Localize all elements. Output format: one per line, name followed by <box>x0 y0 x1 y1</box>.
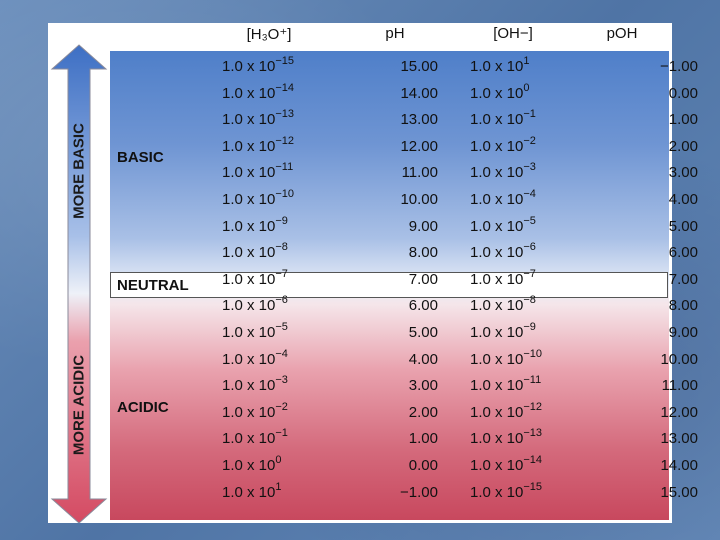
table-row: 1.0 x 10−1 1.00 1.0 x 10−13 13.00 <box>110 426 698 453</box>
poh-value: 9.00 <box>668 324 698 341</box>
neutral-label: NEUTRAL <box>117 277 189 294</box>
ph-value: 4.00 <box>408 350 438 368</box>
oh-value: 1.0 x 10−9 <box>470 321 536 342</box>
oh-value: 1.0 x 100 <box>470 81 530 102</box>
more-basic-label: MORE BASIC <box>70 123 88 219</box>
ph-value: 0.00 <box>408 457 438 474</box>
poh-value: 7.00 <box>668 270 698 288</box>
acidity-arrow: MORE BASIC MORE ACIDIC <box>48 23 110 524</box>
table-row: 1.0 x 101 −1.00 1.0 x 10−15 15.00 <box>110 480 698 507</box>
oh-value: 1.0 x 10−7 <box>470 267 536 288</box>
oh-value: 1.0 x 10−6 <box>470 241 536 262</box>
poh-value: 13.00 <box>660 430 698 448</box>
table-row: 1.0 x 10−5 5.00 1.0 x 10−9 9.00 <box>110 320 698 347</box>
neutral-row-highlight <box>110 272 668 298</box>
h3o-value: 1.0 x 10−6 <box>222 294 288 315</box>
more-acidic-label: MORE ACIDIC <box>70 354 88 456</box>
table-row: 1.0 x 10−15 15.00 1.0 x 101 −1.00 <box>110 54 698 81</box>
header-oh: [OH−] <box>493 25 533 42</box>
oh-value: 1.0 x 10−1 <box>470 108 536 129</box>
table-row: 1.0 x 10−10 10.00 1.0 x 10−4 4.00 <box>110 187 698 214</box>
poh-value: 6.00 <box>668 244 698 262</box>
ph-value: 2.00 <box>408 403 438 421</box>
table-row: 1.0 x 10−4 4.00 1.0 x 10−10 10.00 <box>110 347 698 374</box>
ph-value: 9.00 <box>408 217 438 235</box>
ph-value: 8.00 <box>408 244 438 262</box>
ph-value: 14.00 <box>400 84 438 102</box>
table-row: 1.0 x 10−9 9.00 1.0 x 10−5 5.00 <box>110 214 698 241</box>
table-row: 1.0 x 10−12 12.00 1.0 x 10−2 2.00 <box>110 134 698 161</box>
oh-value: 1.0 x 10−10 <box>470 347 543 368</box>
h3o-value: 1.0 x 10−7 <box>222 267 288 288</box>
oh-value: 1.0 x 10−12 <box>470 400 543 421</box>
ph-table-figure: [H₃O⁺] pH [OH−] pOH MORE BASIC MORE ACID… <box>48 23 698 524</box>
oh-value: 1.0 x 10−5 <box>470 214 536 235</box>
h3o-value: 1.0 x 10−10 <box>222 188 295 209</box>
oh-value: 1.0 x 10−4 <box>470 188 536 209</box>
ph-value: −1.00 <box>400 483 438 501</box>
h3o-value: 1.0 x 10−3 <box>222 374 288 395</box>
acidic-label: ACIDIC <box>117 399 169 416</box>
ph-value: 5.00 <box>408 324 438 341</box>
oh-value: 1.0 x 10−15 <box>470 480 543 501</box>
h3o-value: 1.0 x 100 <box>222 454 282 475</box>
ph-value: 10.00 <box>400 191 438 208</box>
poh-value: 10.00 <box>660 350 698 368</box>
table-row: 1.0 x 10−14 14.00 1.0 x 100 0.00 <box>110 81 698 108</box>
h3o-value: 1.0 x 10−15 <box>222 55 295 76</box>
table-row: 1.0 x 10−13 13.00 1.0 x 10−1 1.00 <box>110 107 698 134</box>
ph-value: 1.00 <box>408 430 438 448</box>
table-row: 1.0 x 10−2 2.00 1.0 x 10−12 12.00 <box>110 400 698 427</box>
table-row: 1.0 x 10−7 7.00 1.0 x 10−7 7.00 <box>110 267 698 294</box>
table-row: 1.0 x 10−3 3.00 1.0 x 10−11 11.00 <box>110 373 698 400</box>
ph-value: 11.00 <box>401 164 438 182</box>
oh-value: 1.0 x 10−11 <box>470 374 542 395</box>
h3o-value: 1.0 x 10−12 <box>222 134 295 155</box>
ph-value: 3.00 <box>408 377 438 395</box>
poh-value: 15.00 <box>660 483 698 501</box>
poh-value: 4.00 <box>668 191 698 208</box>
h3o-value: 1.0 x 10−2 <box>222 400 288 421</box>
poh-value: 3.00 <box>668 164 698 182</box>
h3o-value: 1.0 x 10−5 <box>222 321 288 342</box>
poh-value: 12.00 <box>660 403 698 421</box>
ph-value: 6.00 <box>408 297 438 315</box>
oh-value: 1.0 x 10−3 <box>470 161 536 182</box>
h3o-value: 1.0 x 10−8 <box>222 241 288 262</box>
poh-value: 1.00 <box>668 111 698 129</box>
poh-value: −1.00 <box>660 58 698 75</box>
h3o-value: 1.0 x 10−13 <box>222 108 295 129</box>
ph-value: 13.00 <box>400 111 438 129</box>
h3o-value: 1.0 x 10−1 <box>222 427 288 448</box>
oh-value: 1.0 x 10−2 <box>470 134 536 155</box>
oh-value: 1.0 x 10−13 <box>470 427 543 448</box>
h3o-value: 1.0 x 10−14 <box>222 81 295 102</box>
table-row: 1.0 x 10−8 8.00 1.0 x 10−6 6.00 <box>110 240 698 267</box>
ph-value: 15.00 <box>400 58 438 75</box>
basic-label: BASIC <box>117 149 164 166</box>
oh-value: 1.0 x 101 <box>470 55 530 76</box>
oh-value: 1.0 x 10−14 <box>470 454 543 475</box>
header-ph: pH <box>385 25 405 42</box>
ph-value: 7.00 <box>408 270 438 288</box>
header-h3o: [H₃O⁺] <box>246 26 292 43</box>
ph-value: 12.00 <box>400 137 438 155</box>
h3o-value: 1.0 x 10−4 <box>222 347 288 368</box>
poh-value: 5.00 <box>668 217 698 235</box>
header-poh: pOH <box>606 25 638 42</box>
table-row: 1.0 x 10−11 11.00 1.0 x 10−3 3.00 <box>110 160 698 187</box>
poh-value: 11.00 <box>661 377 698 395</box>
poh-value: 8.00 <box>668 297 698 315</box>
h3o-value: 1.0 x 10−11 <box>222 161 294 182</box>
poh-value: 14.00 <box>660 457 698 474</box>
table-row: 1.0 x 10−6 6.00 1.0 x 10−8 8.00 <box>110 293 698 320</box>
h3o-value: 1.0 x 101 <box>222 480 282 501</box>
h3o-value: 1.0 x 10−9 <box>222 214 288 235</box>
table-header: [H₃O⁺] pH [OH−] pOH <box>48 23 672 49</box>
poh-value: 2.00 <box>668 137 698 155</box>
poh-value: 0.00 <box>668 84 698 102</box>
oh-value: 1.0 x 10−8 <box>470 294 536 315</box>
table-row: 1.0 x 100 0.00 1.0 x 10−14 14.00 <box>110 453 698 480</box>
